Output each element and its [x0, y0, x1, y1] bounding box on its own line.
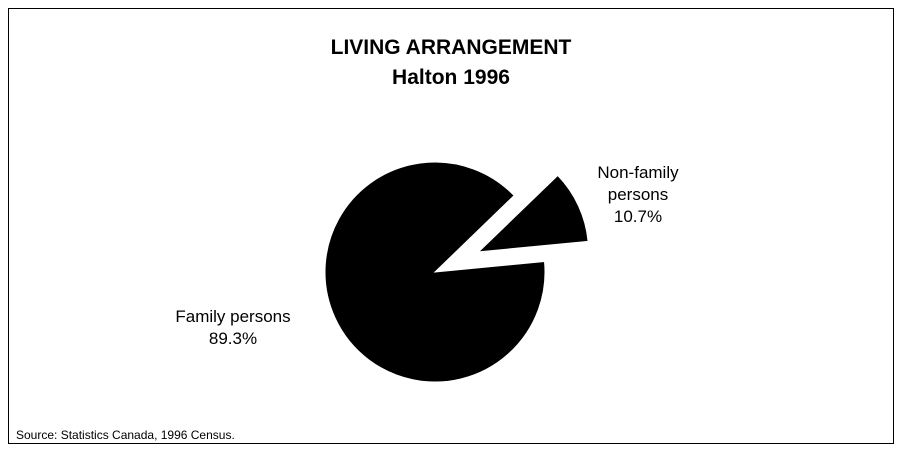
chart-title: LIVING ARRANGEMENT [330, 36, 572, 59]
slice-label: Non-family persons 10.7% [583, 162, 693, 228]
chart-subtitle: Halton 1996 [392, 66, 510, 89]
slice-label: Family persons 89.3% [133, 306, 333, 350]
value-label: 10.7% [613, 207, 663, 226]
pie-slice [324, 161, 546, 383]
value-label: 89.3% [208, 329, 258, 348]
category-label: Non-family persons [597, 163, 679, 204]
pie-slice [477, 174, 589, 253]
category-label: Family persons [175, 307, 291, 326]
source-note: Source: Statistics Canada, 1996 Census. [16, 428, 235, 442]
